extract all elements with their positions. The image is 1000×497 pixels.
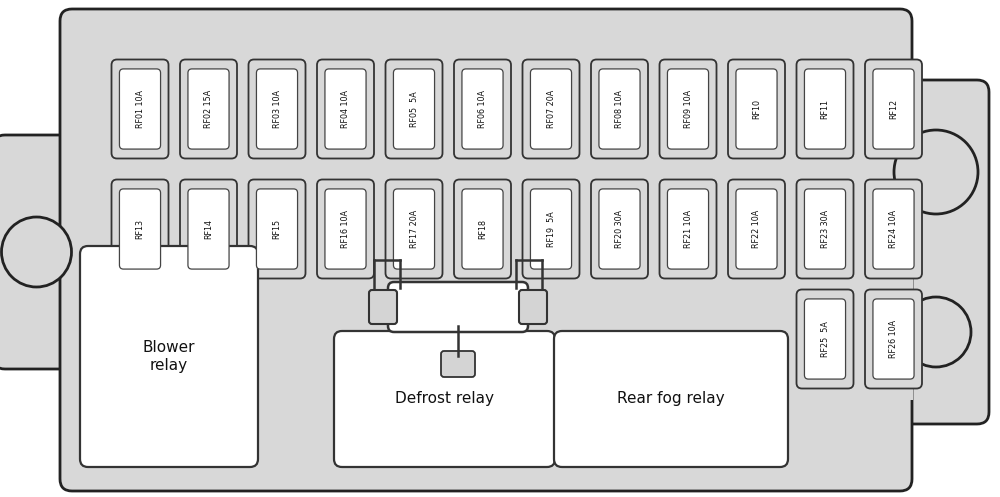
Text: RF23 30A: RF23 30A xyxy=(820,210,830,248)
FancyBboxPatch shape xyxy=(873,189,914,269)
Text: RF05  5A: RF05 5A xyxy=(410,91,419,127)
FancyBboxPatch shape xyxy=(0,135,92,369)
FancyBboxPatch shape xyxy=(522,60,580,159)
Text: RF08 10A: RF08 10A xyxy=(615,90,624,128)
Text: RF25  5A: RF25 5A xyxy=(820,321,830,357)
FancyBboxPatch shape xyxy=(519,290,547,324)
FancyBboxPatch shape xyxy=(80,246,258,467)
FancyBboxPatch shape xyxy=(256,189,298,269)
Text: Blower
relay: Blower relay xyxy=(143,340,195,373)
FancyBboxPatch shape xyxy=(393,189,435,269)
FancyBboxPatch shape xyxy=(591,60,648,159)
Text: RF13: RF13 xyxy=(136,219,145,239)
FancyBboxPatch shape xyxy=(386,60,443,159)
Text: RF16 10A: RF16 10A xyxy=(341,210,350,248)
FancyBboxPatch shape xyxy=(599,69,640,149)
FancyBboxPatch shape xyxy=(249,179,306,278)
FancyBboxPatch shape xyxy=(188,69,229,149)
Text: RF20 30A: RF20 30A xyxy=(615,210,624,248)
FancyBboxPatch shape xyxy=(804,189,846,269)
FancyBboxPatch shape xyxy=(454,60,511,159)
Text: RF03 10A: RF03 10A xyxy=(273,90,282,128)
Text: Rear fog relay: Rear fog relay xyxy=(617,392,725,407)
Circle shape xyxy=(901,297,971,367)
FancyBboxPatch shape xyxy=(388,282,528,332)
FancyBboxPatch shape xyxy=(530,189,572,269)
Text: RF21 10A: RF21 10A xyxy=(684,210,693,248)
Text: RF15: RF15 xyxy=(273,219,282,239)
Text: RF09 10A: RF09 10A xyxy=(684,90,693,128)
Text: RF04 10A: RF04 10A xyxy=(341,90,350,128)
Text: RF06 10A: RF06 10A xyxy=(478,90,487,128)
FancyBboxPatch shape xyxy=(60,9,912,491)
FancyBboxPatch shape xyxy=(736,189,777,269)
Text: RF22 10A: RF22 10A xyxy=(752,210,761,248)
FancyBboxPatch shape xyxy=(736,69,777,149)
FancyBboxPatch shape xyxy=(249,60,306,159)
FancyBboxPatch shape xyxy=(873,299,914,379)
FancyBboxPatch shape xyxy=(369,290,397,324)
Text: RF12: RF12 xyxy=(889,99,898,119)
FancyBboxPatch shape xyxy=(317,60,374,159)
FancyBboxPatch shape xyxy=(796,60,854,159)
FancyBboxPatch shape xyxy=(873,69,914,149)
Text: RF11: RF11 xyxy=(820,99,830,119)
FancyBboxPatch shape xyxy=(522,179,580,278)
Text: RF17 20A: RF17 20A xyxy=(410,210,419,248)
FancyBboxPatch shape xyxy=(317,179,374,278)
Text: RF07 20A: RF07 20A xyxy=(546,90,556,128)
FancyBboxPatch shape xyxy=(180,60,237,159)
FancyBboxPatch shape xyxy=(804,69,846,149)
FancyBboxPatch shape xyxy=(325,189,366,269)
Circle shape xyxy=(2,217,72,287)
FancyBboxPatch shape xyxy=(865,179,922,278)
Text: RF10: RF10 xyxy=(752,99,761,119)
FancyBboxPatch shape xyxy=(462,69,503,149)
FancyBboxPatch shape xyxy=(119,69,161,149)
Text: RF14: RF14 xyxy=(204,219,213,239)
FancyBboxPatch shape xyxy=(599,189,640,269)
FancyBboxPatch shape xyxy=(119,189,161,269)
FancyBboxPatch shape xyxy=(393,69,435,149)
FancyBboxPatch shape xyxy=(728,179,785,278)
FancyBboxPatch shape xyxy=(796,179,854,278)
Text: Defrost relay: Defrost relay xyxy=(395,392,494,407)
FancyBboxPatch shape xyxy=(112,179,169,278)
Text: RF02 15A: RF02 15A xyxy=(204,90,213,128)
Text: RF24 10A: RF24 10A xyxy=(889,210,898,248)
FancyBboxPatch shape xyxy=(112,60,169,159)
FancyBboxPatch shape xyxy=(591,179,648,278)
FancyBboxPatch shape xyxy=(667,189,709,269)
Text: RF26 10A: RF26 10A xyxy=(889,320,898,358)
FancyBboxPatch shape xyxy=(530,69,572,149)
FancyBboxPatch shape xyxy=(865,60,922,159)
FancyBboxPatch shape xyxy=(865,289,922,389)
FancyBboxPatch shape xyxy=(883,80,989,424)
FancyBboxPatch shape xyxy=(667,69,709,149)
Text: RF18: RF18 xyxy=(478,219,487,239)
FancyBboxPatch shape xyxy=(554,331,788,467)
FancyBboxPatch shape xyxy=(804,299,846,379)
FancyBboxPatch shape xyxy=(895,104,913,400)
FancyBboxPatch shape xyxy=(454,179,511,278)
FancyBboxPatch shape xyxy=(462,189,503,269)
Text: RF19  5A: RF19 5A xyxy=(546,211,556,247)
FancyBboxPatch shape xyxy=(660,179,717,278)
FancyBboxPatch shape xyxy=(796,289,854,389)
FancyBboxPatch shape xyxy=(660,60,717,159)
FancyBboxPatch shape xyxy=(728,60,785,159)
FancyBboxPatch shape xyxy=(325,69,366,149)
FancyBboxPatch shape xyxy=(180,179,237,278)
FancyBboxPatch shape xyxy=(256,69,298,149)
FancyBboxPatch shape xyxy=(334,331,555,467)
FancyBboxPatch shape xyxy=(188,189,229,269)
FancyBboxPatch shape xyxy=(386,179,443,278)
Text: RF01 10A: RF01 10A xyxy=(136,90,145,128)
FancyBboxPatch shape xyxy=(441,351,475,377)
FancyBboxPatch shape xyxy=(75,159,93,345)
Circle shape xyxy=(894,130,978,214)
